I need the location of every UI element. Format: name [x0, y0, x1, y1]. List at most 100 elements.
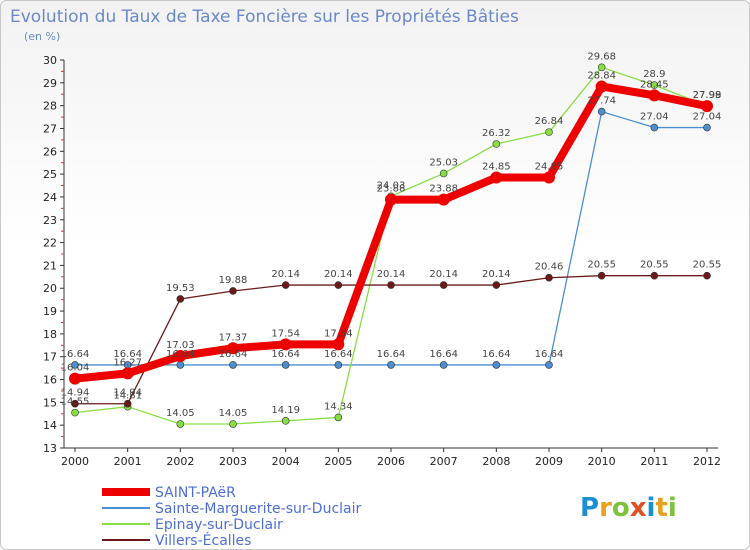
- y-tick-label: 18: [43, 328, 57, 341]
- data-point: [281, 361, 290, 369]
- x-tick-label: 2005: [324, 455, 352, 468]
- y-tick-label: 22: [43, 237, 57, 250]
- series-2: [71, 107, 711, 369]
- data-point: [439, 361, 448, 369]
- axes: 13 14 15 16 17 18 19 20 21 22 23 24 25 26 27 28 29 30 2000…: [43, 54, 721, 468]
- series-3-labels: 14.55 14.81 14.05 14.05 14.19 14.34 24.03 25.03…: [61, 51, 722, 419]
- data-point: [439, 169, 448, 178]
- data-label: 16.64: [61, 349, 90, 360]
- data-point: [387, 281, 395, 289]
- data-label: 20.14: [377, 269, 406, 280]
- y-tick-label: 28: [43, 100, 57, 113]
- data-label: 16.64: [429, 349, 458, 360]
- data-label: 14.19: [271, 405, 300, 416]
- data-label: 17.54: [324, 328, 353, 339]
- data-point: [229, 361, 237, 369]
- series-line: [75, 110, 707, 366]
- x-tick-label: 2004: [272, 455, 300, 468]
- data-point: [543, 171, 555, 184]
- data-point: [334, 413, 343, 422]
- data-label: 16.64: [113, 349, 142, 360]
- data-point: [439, 281, 448, 289]
- data-point: [176, 361, 185, 369]
- data-point: [597, 271, 606, 280]
- data-label: 20.55: [587, 260, 616, 271]
- legend-item-2: Sainte-Marguerite-sur-Duclair: [102, 501, 362, 517]
- data-label: 20.46: [535, 262, 564, 273]
- series-2-labels: 16.64 16.64 16.64 16.64 16.64 16.64 16.64 16.64…: [61, 96, 722, 360]
- data-label: 26.84: [535, 116, 564, 127]
- y-tick-label: 27: [43, 122, 57, 135]
- y-tick-label: 21: [43, 259, 57, 272]
- data-point: [279, 338, 292, 351]
- y-tick-label: 16: [43, 374, 57, 387]
- series-line: [74, 82, 708, 383]
- series-layer: 16.04 16.27 17.03 17.37 17.54 17.54 23.88 23.88…: [61, 51, 722, 428]
- brand-letter: r: [599, 493, 612, 523]
- data-point: [703, 123, 711, 132]
- series-3: [71, 63, 711, 428]
- data-label: 16.64: [377, 349, 406, 360]
- data-label: 27.74: [587, 96, 616, 107]
- data-label: 16.04: [61, 363, 90, 374]
- y-tick-label: 17: [43, 351, 57, 364]
- data-label: 14.94: [113, 388, 142, 399]
- x-tick-label: 2007: [430, 455, 458, 468]
- data-label: 14.55: [61, 397, 90, 408]
- data-point: [281, 281, 290, 289]
- y-tick-label: 15: [43, 396, 57, 409]
- data-point: [334, 361, 343, 369]
- data-point: [703, 271, 711, 280]
- data-label: 24.03: [377, 180, 406, 191]
- data-point: [650, 271, 659, 280]
- x-tick-label: 2011: [640, 455, 668, 468]
- data-label: 20.14: [271, 269, 300, 280]
- y-tick-label: 20: [43, 282, 57, 295]
- y-tick-label: 23: [43, 214, 57, 227]
- data-label: 16.64: [271, 349, 300, 360]
- data-point: [650, 81, 659, 89]
- data-point: [71, 361, 79, 369]
- data-label: 27.04: [640, 112, 669, 123]
- data-label: 20.55: [640, 260, 669, 271]
- legend: SAINT-PAëRSainte-Marguerite-sur-DuclairE…: [102, 485, 362, 549]
- brand-logo: Proxiti: [580, 493, 677, 523]
- data-label: 28.45: [640, 79, 669, 90]
- data-label: 14.34: [324, 401, 353, 412]
- data-label: 16.64: [324, 349, 353, 360]
- y-tick-label: 24: [43, 191, 57, 204]
- data-point: [176, 420, 185, 428]
- chart-title: Evolution du Taux de Taxe Foncière sur l…: [10, 7, 519, 27]
- y-tick-label: 19: [43, 305, 57, 318]
- y-tick-label: 26: [43, 145, 57, 158]
- data-label: 23.88: [429, 184, 458, 195]
- data-point: [545, 361, 553, 369]
- data-label: 16.64: [166, 349, 195, 360]
- data-point: [650, 123, 659, 132]
- x-tick-label: 2010: [588, 455, 616, 468]
- legend-label: Villers-Écalles: [155, 532, 251, 549]
- brand-letter: P: [580, 493, 599, 523]
- data-label: 19.53: [166, 283, 195, 294]
- series-line: [74, 66, 708, 425]
- data-label: 26.32: [482, 128, 511, 139]
- x-tick-label: 2001: [114, 455, 142, 468]
- y-axis-unit: (en %): [24, 30, 60, 43]
- data-point: [229, 287, 237, 295]
- x-tick-label: 2008: [482, 455, 510, 468]
- data-point: [387, 361, 395, 369]
- x-tick-label: 2000: [61, 455, 89, 468]
- legend-label: SAINT-PAëR: [155, 485, 236, 501]
- data-point: [597, 107, 606, 116]
- data-label: 16.27: [113, 357, 142, 368]
- data-label: 17.37: [219, 332, 248, 343]
- data-label: 27.04: [693, 112, 722, 123]
- brand-letter: x: [630, 493, 647, 523]
- data-point: [701, 100, 713, 113]
- brand-letter: i: [668, 493, 677, 523]
- data-point: [545, 273, 553, 282]
- data-point: [334, 281, 343, 289]
- brand-letter: i: [647, 493, 656, 523]
